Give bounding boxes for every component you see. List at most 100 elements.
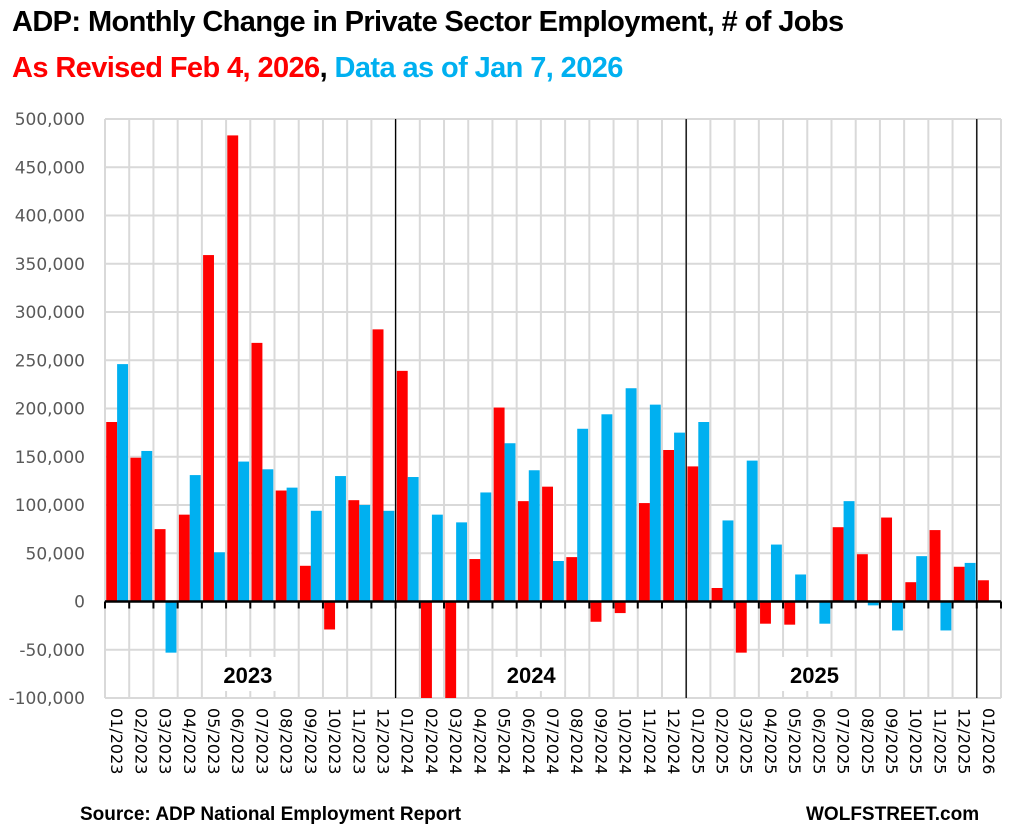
bar-revised-12-2023 (372, 329, 384, 602)
x-tick-label: 01/2026 (979, 708, 998, 774)
bar-revised-04-2023 (178, 514, 190, 602)
bar-revised-05-2023 (203, 255, 214, 602)
subtitle-separator: , (319, 52, 328, 84)
bar-original-05-2023 (213, 552, 225, 602)
bar-revised-10-2025 (905, 582, 917, 602)
year-labels: 2023 2024 2025 (214, 657, 848, 691)
bar-revised-12-2025 (953, 566, 965, 602)
bar-original-11-2023 (359, 505, 371, 602)
chart-title: ADP: Monthly Change in Private Sector Em… (12, 6, 844, 38)
x-tick-label: 11/2024 (640, 708, 659, 774)
x-tick-label: 02/2025 (713, 708, 732, 774)
y-tick-label: -50,000 (19, 641, 85, 661)
x-axis (104, 600, 1002, 609)
bar-original-07-2024 (553, 560, 564, 602)
bar-original-01-2025 (698, 422, 710, 602)
bar-revised-05-2024 (493, 407, 505, 602)
x-tick-label: 04/2024 (470, 708, 489, 774)
bar-revised-11-2023 (348, 500, 360, 602)
bar-revised-04-2025 (760, 601, 771, 624)
y-tick-label: 50,000 (26, 544, 85, 564)
x-tick-label: 05/2023 (204, 708, 223, 774)
bar-revised-01-2025 (687, 466, 699, 602)
x-tick-label: 02/2023 (131, 708, 150, 774)
bar-revised-05-2025 (784, 601, 796, 625)
bar-original-09-2024 (601, 414, 613, 602)
y-tick-label: 100,000 (15, 496, 85, 516)
x-tick-label: 08/2023 (277, 708, 296, 774)
bar-revised-07-2024 (542, 486, 553, 602)
bar-revised-08-2025 (856, 554, 868, 602)
x-tick-label: 01/2025 (688, 708, 707, 774)
bar-original-08-2023 (286, 487, 298, 602)
bar-original-02-2025 (722, 520, 734, 602)
bar-original-01-2024 (407, 477, 419, 602)
bar-revised-11-2025 (929, 530, 941, 602)
bar-revised-02-2024 (421, 601, 432, 698)
bar-original-10-2023 (335, 476, 346, 602)
x-tick-label: 12/2025 (955, 708, 974, 774)
x-tick-label: 06/2025 (809, 708, 828, 774)
x-tick-label: 05/2024 (495, 708, 514, 774)
year-label: 2023 (223, 663, 272, 688)
y-tick-label: 350,000 (15, 255, 85, 275)
x-tick-label: 11/2025 (930, 708, 949, 774)
bar-revised-03-2023 (154, 529, 166, 602)
bar-revised-01-2024 (396, 370, 408, 602)
x-tick-label: 03/2024 (446, 708, 465, 774)
bar-original-03-2024 (456, 522, 468, 602)
year-separators (394, 119, 978, 698)
x-tick-label: 12/2024 (664, 708, 683, 774)
bar-original-04-2023 (189, 475, 201, 602)
bar-original-10-2024 (625, 388, 637, 602)
x-tick-label: 04/2023 (180, 708, 199, 774)
x-tick-label: 02/2024 (422, 708, 441, 774)
bar-original-02-2024 (431, 514, 443, 602)
bar-revised-08-2024 (566, 557, 578, 602)
x-tick-label: 11/2023 (349, 708, 368, 774)
year-label-bg (214, 657, 281, 691)
bar-revised-08-2023 (275, 490, 287, 602)
y-tick-label: 200,000 (15, 400, 85, 420)
bar-original-03-2023 (165, 601, 177, 653)
y-axis-ticks: 500,000 450,000 400,000 350,000 300,000 250,0… (9, 110, 85, 709)
x-tick-label: 08/2024 (567, 708, 586, 774)
bar-revised-01-2026 (977, 580, 989, 602)
bars (106, 135, 989, 698)
subtitle-revised: As Revised Feb 4, 2026 (12, 52, 320, 84)
x-tick-label: 07/2025 (834, 708, 853, 774)
y-tick-label: 0 (74, 593, 85, 613)
bar-revised-09-2024 (590, 601, 602, 622)
gridlines (104, 118, 1002, 699)
bar-revised-10-2024 (614, 601, 626, 614)
bar-revised-06-2024 (517, 501, 529, 602)
x-tick-label: 09/2023 (301, 708, 320, 774)
y-tick-label: 450,000 (15, 158, 85, 178)
x-tick-label: 01/2023 (107, 708, 126, 774)
x-tick-label: 10/2023 (325, 708, 344, 774)
bar-revised-11-2024 (638, 503, 650, 602)
bar-original-12-2025 (964, 562, 976, 602)
chart-subtitle: As Revised Feb 4, 2026, Data as of Jan 7… (12, 52, 623, 85)
bar-original-08-2025 (867, 601, 879, 606)
x-tick-label: 12/2023 (373, 708, 392, 774)
bar-original-05-2024 (504, 443, 516, 602)
x-tick-label: 06/2023 (228, 708, 247, 774)
x-tick-label: 03/2025 (737, 708, 756, 774)
bar-revised-09-2023 (299, 565, 311, 602)
bar-revised-04-2024 (469, 559, 481, 602)
x-tick-label: 07/2024 (543, 708, 562, 774)
x-tick-label: 09/2024 (591, 708, 610, 774)
x-tick-label: 10/2024 (616, 708, 635, 774)
y-tick-label: -100,000 (9, 689, 85, 709)
bar-revised-01-2023 (106, 422, 118, 602)
bar-original-02-2023 (141, 450, 153, 602)
bar-revised-12-2024 (663, 449, 675, 602)
bar-original-01-2023 (117, 364, 129, 602)
bar-original-09-2025 (892, 601, 903, 631)
bar-original-06-2025 (819, 601, 831, 624)
bar-revised-07-2023 (251, 342, 263, 602)
year-label: 2025 (790, 663, 839, 688)
bar-revised-10-2023 (324, 601, 336, 630)
